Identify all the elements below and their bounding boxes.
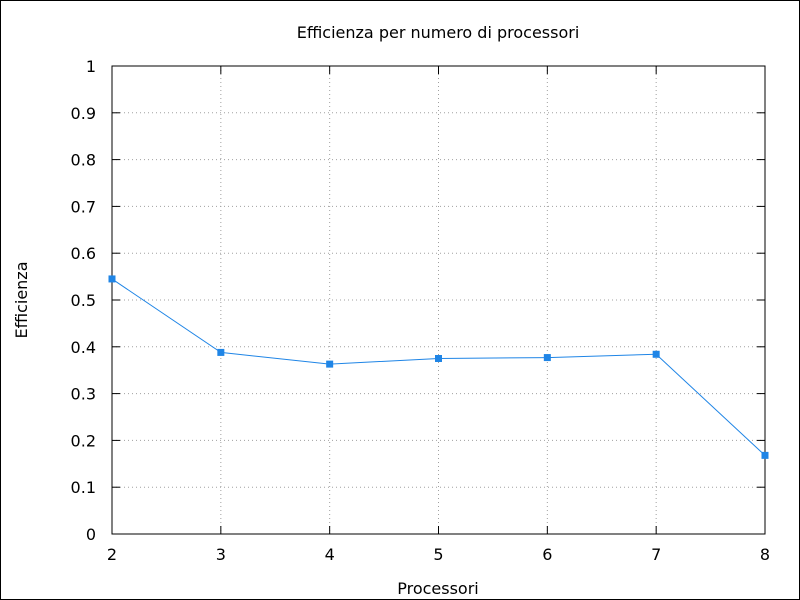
data-point-marker <box>435 355 442 362</box>
data-point-marker <box>326 360 334 368</box>
x-tick-label: 6 <box>542 545 552 564</box>
y-tick-label: 0.4 <box>71 338 96 357</box>
y-tick-label: 0.6 <box>71 244 96 263</box>
x-axis-label: Processori <box>397 579 479 598</box>
data-series <box>108 275 769 459</box>
series-line <box>111 278 766 456</box>
plot-area-border <box>111 65 766 535</box>
data-point-marker <box>108 275 116 283</box>
grid-lines <box>112 66 765 534</box>
x-tick-label: 2 <box>107 545 117 564</box>
data-point-marker <box>761 451 769 459</box>
x-tick-label: 5 <box>433 545 443 564</box>
chart-title: Efficienza per numero di processori <box>297 23 580 42</box>
y-tick-label: 0.1 <box>71 478 96 497</box>
x-tick-label: 3 <box>216 545 226 564</box>
y-tick-label: 0.5 <box>71 291 96 310</box>
y-tick-label: 0.3 <box>71 385 96 404</box>
y-tick-label: 0.2 <box>71 431 96 450</box>
y-tick-label: 0 <box>86 525 96 544</box>
x-tick-label: 4 <box>325 545 335 564</box>
axis-ticks: 0 0.1 0.2 0.3 0.4 0.5 0.6 0.7 0.8 0.9 1 2 3 4 5 6 7 8 <box>71 57 771 564</box>
y-tick-label: 0.8 <box>71 151 96 170</box>
data-point-marker <box>543 354 551 362</box>
data-point-marker <box>652 350 660 358</box>
x-tick-label: 8 <box>760 545 770 564</box>
y-axis-label: Efficienza <box>12 261 31 338</box>
y-tick-label: 1 <box>86 57 96 76</box>
x-tick-label: 7 <box>651 545 661 564</box>
data-point-marker <box>217 348 225 356</box>
y-tick-label: 0.7 <box>71 197 96 216</box>
y-tick-label: 0.9 <box>71 104 96 123</box>
